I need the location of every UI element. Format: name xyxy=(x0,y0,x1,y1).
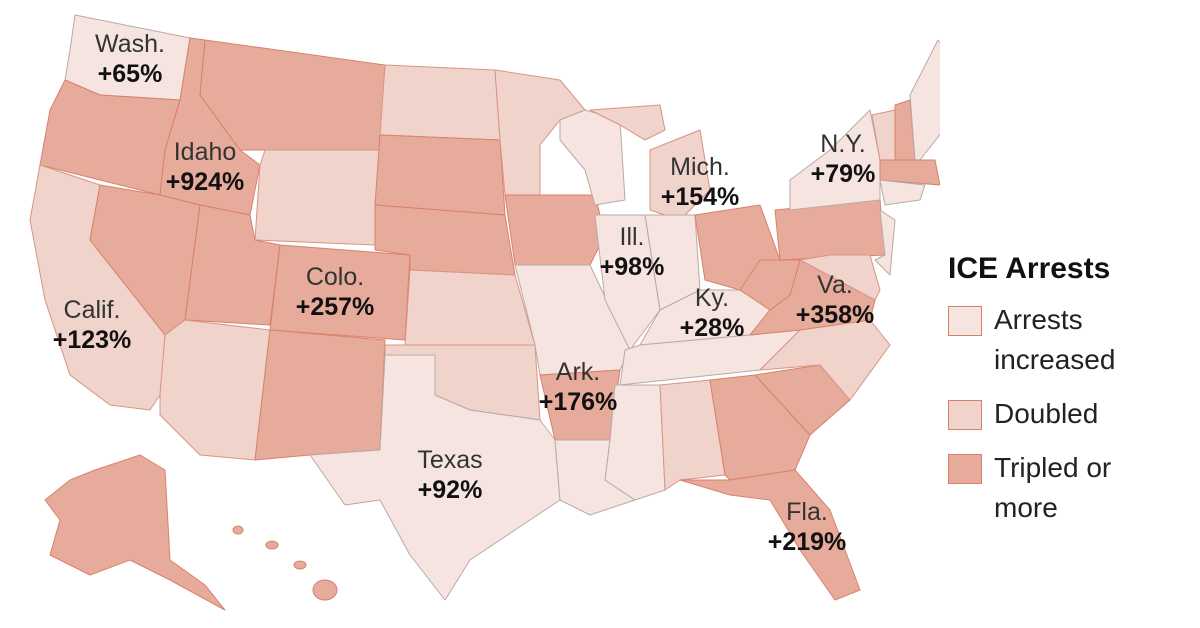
state xyxy=(879,159,940,186)
state xyxy=(265,540,279,550)
state-name: Idaho xyxy=(174,138,237,166)
legend-item: Doubled xyxy=(948,398,1188,434)
state-name: Va. xyxy=(817,271,853,299)
state xyxy=(254,329,386,461)
state-change: +257% xyxy=(296,293,375,321)
legend: ICE Arrests Arrests increased Doubled Trip… xyxy=(948,252,1188,546)
state xyxy=(404,269,536,346)
state xyxy=(909,39,940,161)
state xyxy=(504,194,606,266)
state xyxy=(374,134,506,216)
state-change: +358% xyxy=(796,301,875,329)
legend-swatch xyxy=(948,400,982,430)
state xyxy=(309,354,561,601)
us-map: Wash.+65% Idaho+924% Calif.+123% Colo.+257%… xyxy=(29,14,940,611)
legend-label: Arrests increased xyxy=(994,304,1116,375)
state-change: +28% xyxy=(680,314,745,342)
state xyxy=(659,379,726,491)
state xyxy=(589,104,666,141)
state-change: +123% xyxy=(53,326,132,354)
state xyxy=(799,254,881,301)
state xyxy=(559,109,626,206)
states xyxy=(29,14,940,611)
state-name: Texas xyxy=(417,446,482,474)
state-name: Calif. xyxy=(64,296,121,324)
legend-items: Arrests increased Doubled Tripled or more xyxy=(948,304,1188,528)
state xyxy=(879,179,926,206)
state xyxy=(679,469,861,601)
legend-swatch xyxy=(948,306,982,336)
state-name: Ill. xyxy=(620,223,645,251)
state xyxy=(312,579,338,601)
state xyxy=(594,214,661,351)
state xyxy=(254,149,381,246)
state xyxy=(874,209,896,276)
state-name: Wash. xyxy=(95,30,165,58)
state-change: +219% xyxy=(768,528,847,556)
state xyxy=(293,560,307,570)
state xyxy=(199,39,386,151)
legend-item: Tripled or more xyxy=(948,452,1188,528)
legend-label: Tripled or more xyxy=(994,452,1112,523)
state-change: +154% xyxy=(661,183,740,211)
state-name: Mich. xyxy=(670,153,730,181)
legend-item: Arrests increased xyxy=(948,304,1188,380)
legend-swatch xyxy=(948,454,982,484)
state-change: +924% xyxy=(166,168,245,196)
state xyxy=(379,64,501,141)
state-change: +92% xyxy=(418,476,483,504)
state-change: +65% xyxy=(98,60,163,88)
state-name: Colo. xyxy=(306,263,364,291)
state-name: Ark. xyxy=(556,358,600,386)
state xyxy=(44,454,226,611)
state xyxy=(649,129,711,221)
state-name: Ky. xyxy=(695,284,729,312)
state xyxy=(159,319,271,461)
state-name: Fla. xyxy=(786,498,828,526)
legend-title: ICE Arrests xyxy=(948,252,1111,285)
state xyxy=(232,525,244,535)
state-change: +79% xyxy=(811,160,876,188)
state-labels: Wash.+65% Idaho+924% Calif.+123% Colo.+257%… xyxy=(53,30,876,556)
legend-label: Doubled xyxy=(994,398,1099,429)
state-change: +98% xyxy=(600,253,665,281)
state-name: N.Y. xyxy=(820,130,865,158)
state-change: +176% xyxy=(539,388,618,416)
state xyxy=(494,69,586,196)
